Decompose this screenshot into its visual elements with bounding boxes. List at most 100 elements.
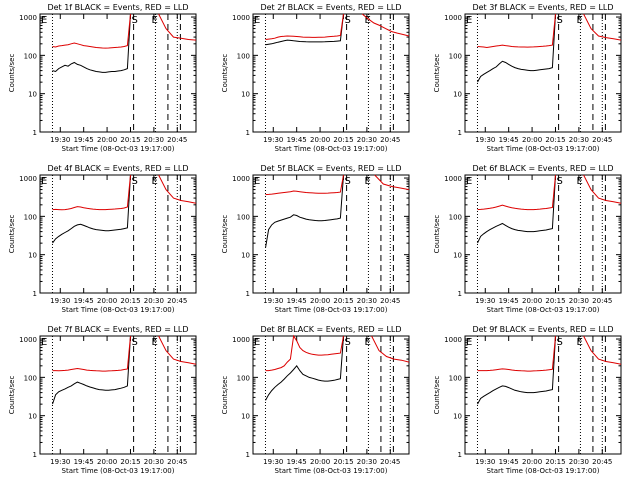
flag-label-e: E xyxy=(41,15,47,26)
plot-frame xyxy=(252,13,410,133)
lld-series-line xyxy=(265,174,344,196)
panel-title: Det 9f BLACK = Events, RED = LLD xyxy=(472,325,613,334)
x-tick-label: 19:30 xyxy=(263,297,283,305)
x-tick-label: 20:15 xyxy=(333,458,353,466)
panel-7: Det 7f BLACK = Events, RED = LLD 1 10 100 10… xyxy=(8,325,197,475)
x-tick-label: 19:45 xyxy=(74,136,94,144)
flag-label-e: E xyxy=(152,337,158,348)
flag-label-e: E xyxy=(466,337,472,348)
lld-series-line-after-flag xyxy=(158,174,197,204)
y-tick-label: 100 xyxy=(449,213,462,221)
x-tick-label: 20:45 xyxy=(167,458,187,466)
y-tick-label: 1000 xyxy=(232,336,250,344)
panel-9: Det 9f BLACK = Events, RED = LLD 1 10 100 10… xyxy=(433,325,622,475)
x-tick-label: 19:45 xyxy=(287,297,307,305)
flag-label-s: S xyxy=(131,176,137,187)
x-tick-label: 19:45 xyxy=(499,136,519,144)
panel-6: Det 6f BLACK = Events, RED = LLD 1 10 100 10… xyxy=(433,164,622,314)
flag-label-e: E xyxy=(254,337,260,348)
y-tick-label: 1000 xyxy=(444,336,462,344)
x-tick-label: 20:30 xyxy=(357,136,377,144)
y-tick-label: 100 xyxy=(237,213,250,221)
flag-label-e: E xyxy=(466,15,472,26)
lld-series-line xyxy=(52,335,131,372)
x-tick-label: 20:30 xyxy=(144,458,164,466)
y-tick-label: 100 xyxy=(24,52,37,60)
x-tick-label: 20:30 xyxy=(357,297,377,305)
y-tick-label: 1 xyxy=(33,451,37,459)
y-axis-label: Counts/sec xyxy=(433,54,441,93)
lld-series-line-after-flag xyxy=(583,335,622,365)
y-tick-label: 10 xyxy=(241,413,250,421)
x-tick-label: 20:45 xyxy=(592,458,612,466)
y-tick-label: 100 xyxy=(24,213,37,221)
x-tick-label: 20:30 xyxy=(569,297,589,305)
flag-label-e: E xyxy=(254,176,260,187)
panel-title: Det 1f BLACK = Events, RED = LLD xyxy=(47,3,188,12)
x-axis-label: Start Time (08-Oct-03 19:17:00) xyxy=(275,145,388,153)
x-tick-label: 20:00 xyxy=(310,136,330,144)
y-tick-label: 1 xyxy=(458,290,462,298)
panel-1: Det 1f BLACK = Events, RED = LLD 1 10 100 10… xyxy=(8,3,197,153)
x-tick-label: 20:30 xyxy=(144,136,164,144)
x-tick-label: 20:00 xyxy=(522,136,542,144)
x-tick-label: 20:15 xyxy=(120,297,140,305)
flag-label-e: E xyxy=(577,176,583,187)
x-tick-label: 19:30 xyxy=(263,136,283,144)
panel-4: Det 4f BLACK = Events, RED = LLD 1 10 100 10… xyxy=(8,164,197,314)
y-axis-label: Counts/sec xyxy=(221,54,229,93)
flag-label-e: E xyxy=(365,15,371,26)
panel-title: Det 6f BLACK = Events, RED = LLD xyxy=(472,164,613,173)
y-axis-label: Counts/sec xyxy=(8,376,16,415)
flag-label-e: E xyxy=(365,176,371,187)
flag-label-s: S xyxy=(556,337,562,348)
y-axis-label: Counts/sec xyxy=(221,376,229,415)
y-tick-label: 100 xyxy=(449,374,462,382)
lld-series-line xyxy=(52,174,131,211)
lld-series-line xyxy=(265,334,344,372)
y-tick-label: 1 xyxy=(33,129,37,137)
panel-5: Det 5f BLACK = Events, RED = LLD 1 10 100 10… xyxy=(221,164,410,314)
plot-frame xyxy=(464,13,622,133)
x-axis-label: Start Time (08-Oct-03 19:17:00) xyxy=(487,306,600,314)
lld-series-line-after-flag xyxy=(371,335,410,363)
x-tick-label: 19:30 xyxy=(475,297,495,305)
x-tick-label: 20:00 xyxy=(522,297,542,305)
plot-frame xyxy=(39,335,197,455)
flag-label-e: E xyxy=(41,176,47,187)
x-tick-label: 20:15 xyxy=(333,136,353,144)
panel-title: Det 8f BLACK = Events, RED = LLD xyxy=(260,325,401,334)
panel-title: Det 5f BLACK = Events, RED = LLD xyxy=(260,164,401,173)
panel-title: Det 7f BLACK = Events, RED = LLD xyxy=(47,325,188,334)
x-tick-label: 20:45 xyxy=(167,297,187,305)
x-tick-label: 20:15 xyxy=(545,297,565,305)
flag-label-s: S xyxy=(344,15,350,26)
y-tick-label: 100 xyxy=(237,52,250,60)
x-tick-label: 20:45 xyxy=(380,136,400,144)
x-tick-label: 19:30 xyxy=(50,136,70,144)
lld-series-line xyxy=(52,13,131,49)
flag-label-e: E xyxy=(577,337,583,348)
lld-series-line xyxy=(477,13,556,49)
y-tick-label: 1 xyxy=(458,451,462,459)
x-tick-label: 20:00 xyxy=(97,136,117,144)
y-axis-label: Counts/sec xyxy=(8,215,16,254)
x-axis-label: Start Time (08-Oct-03 19:17:00) xyxy=(487,467,600,475)
x-axis-label: Start Time (08-Oct-03 19:17:00) xyxy=(487,145,600,153)
lld-series-line-after-flag xyxy=(158,335,197,365)
plot-frame xyxy=(39,13,197,133)
y-tick-label: 1000 xyxy=(19,175,37,183)
x-axis-label: Start Time (08-Oct-03 19:17:00) xyxy=(62,467,175,475)
x-tick-label: 19:45 xyxy=(287,458,307,466)
lld-series-line-after-flag xyxy=(374,174,410,191)
y-tick-label: 1 xyxy=(246,451,250,459)
x-axis-label: Start Time (08-Oct-03 19:17:00) xyxy=(275,467,388,475)
x-tick-label: 20:15 xyxy=(545,136,565,144)
flag-label-s: S xyxy=(344,176,350,187)
plot-frame xyxy=(252,335,410,455)
lld-series-line-after-flag xyxy=(158,13,197,41)
x-tick-label: 19:45 xyxy=(499,458,519,466)
events-series-line xyxy=(477,335,556,405)
x-tick-label: 20:00 xyxy=(310,458,330,466)
y-tick-label: 1000 xyxy=(232,175,250,183)
